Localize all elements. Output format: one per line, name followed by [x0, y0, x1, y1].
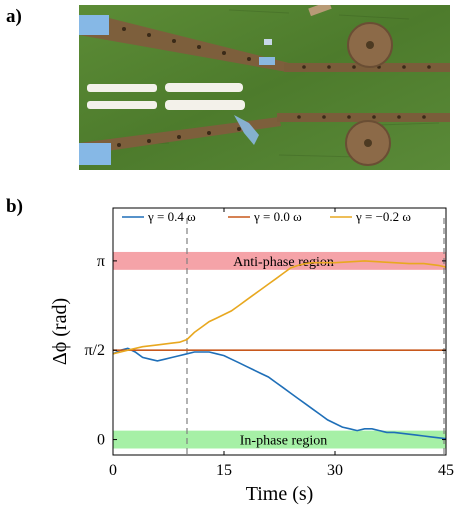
- panel-label-a: a): [6, 6, 22, 27]
- y-tick-label-2: π: [97, 253, 105, 270]
- region-band-0: [113, 251, 446, 270]
- upper-fin-right: [165, 83, 243, 92]
- legend: γ = 0.4 ω γ = 0.0 ω γ = −0.2 ω: [122, 209, 411, 224]
- legend-label-2: γ = −0.2 ω: [355, 209, 411, 224]
- region-band-1: [113, 430, 446, 449]
- upper-tape: [79, 15, 109, 35]
- x-tick-label-2: 30: [327, 462, 343, 479]
- series-line-2: [112, 260, 447, 355]
- phase-difference-chart: Anti-phase region In-phase region 0 15 30 45…: [49, 207, 454, 505]
- x-tick-label-3: 45: [438, 462, 454, 479]
- x-axis-label: Time (s): [246, 483, 314, 505]
- legend-label-1: γ = 0.0 ω: [253, 209, 302, 224]
- robot-fish-photo: [79, 5, 450, 170]
- x-tick-label-1: 15: [216, 462, 232, 479]
- lower-right-bar: [277, 113, 450, 122]
- series-line-0: [112, 347, 447, 440]
- x-tick-label-0: 0: [109, 462, 117, 479]
- legend-label-0: γ = 0.4 ω: [147, 209, 196, 224]
- lower-tape: [79, 143, 111, 165]
- region-label-1: In-phase region: [240, 434, 327, 449]
- upper-strip: [79, 15, 289, 72]
- region-label-0: Anti-phase region: [233, 255, 334, 270]
- axis-ticks: 0 15 30 45 0 π/2 π: [84, 208, 454, 479]
- y-tick-label-0: 0: [97, 432, 105, 449]
- panel-label-b: b): [6, 196, 23, 217]
- y-tick-label-1: π/2: [84, 342, 105, 359]
- series-lines: [112, 260, 447, 440]
- lower-fin-left: [87, 101, 157, 109]
- regions-layer: Anti-phase region In-phase region: [113, 251, 446, 449]
- plot-frame: [112, 207, 447, 456]
- y-axis-label: Δϕ (rad): [49, 298, 71, 365]
- upper-fin-left: [87, 84, 157, 92]
- lower-fin-right: [165, 100, 245, 110]
- upper-strip-holes: [122, 27, 251, 61]
